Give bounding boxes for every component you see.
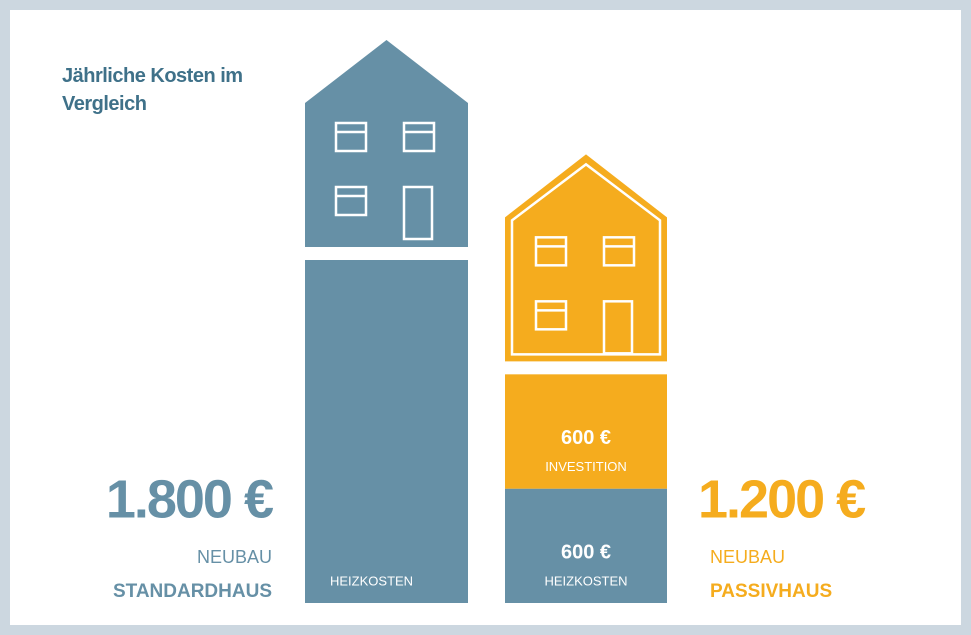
title-box: Jährliche Kosten im Vergleich xyxy=(62,65,243,115)
segment-value: 600 € xyxy=(561,541,611,563)
total-label: 1.800 € xyxy=(106,469,274,529)
window xyxy=(402,121,436,153)
window xyxy=(602,236,636,267)
bar-segment xyxy=(505,374,667,489)
bar-segment xyxy=(305,260,468,603)
category-prefix: NEUBAU xyxy=(197,547,272,567)
window xyxy=(534,300,568,331)
category-label: PASSIVHAUS xyxy=(710,581,832,602)
segment-name: HEIZKOSTEN xyxy=(544,573,627,588)
category-prefix: NEUBAU xyxy=(710,547,785,567)
window xyxy=(334,121,368,153)
segment-name: INVESTITION xyxy=(545,459,627,474)
house-outline xyxy=(510,162,662,356)
panel xyxy=(10,10,961,625)
bar-segment xyxy=(505,488,667,603)
chart-title: Jährliche Kosten im Vergleich xyxy=(62,65,243,115)
segment-value: 600 € xyxy=(561,427,611,449)
door xyxy=(402,185,434,241)
segment-name: HEIZKOSTEN xyxy=(330,573,413,588)
door xyxy=(602,300,634,355)
category-label: STANDARDHAUS xyxy=(113,581,272,602)
window xyxy=(534,236,568,267)
total-label: 1.200 € xyxy=(698,469,866,529)
window xyxy=(334,185,368,217)
